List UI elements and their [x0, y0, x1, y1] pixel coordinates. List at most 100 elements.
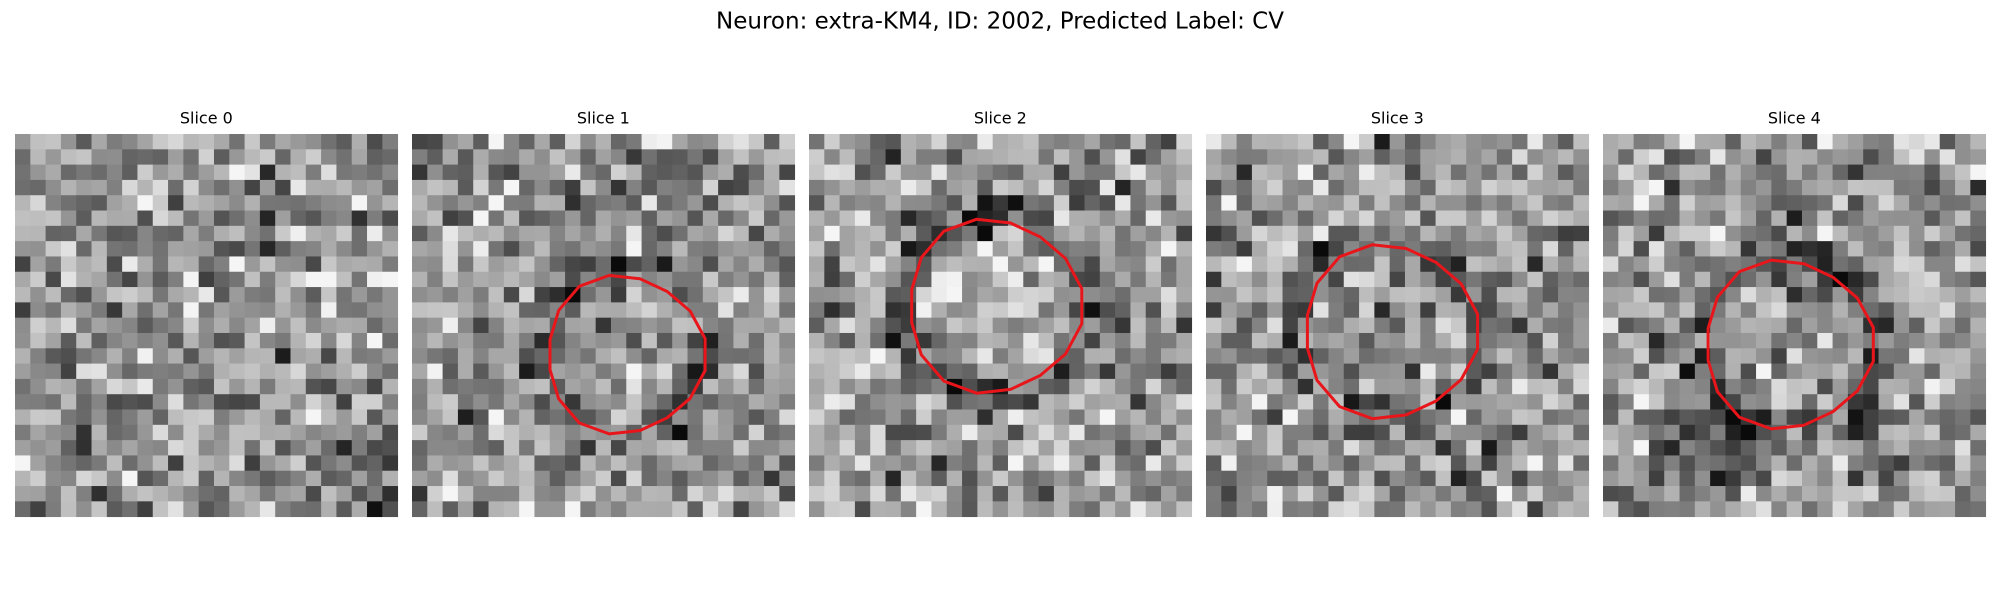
pixel — [198, 256, 215, 273]
pixel — [503, 378, 520, 395]
pixel — [1527, 302, 1544, 319]
pixel — [1053, 179, 1070, 196]
pixel — [870, 179, 886, 196]
pixel — [1450, 256, 1467, 273]
pixel — [305, 424, 322, 441]
pixel — [900, 424, 917, 441]
pixel — [1558, 455, 1574, 472]
pixel — [152, 134, 169, 150]
pixel — [1893, 378, 1910, 395]
pixel — [610, 455, 627, 472]
pixel — [488, 348, 505, 364]
pixel — [687, 134, 704, 150]
pixel — [733, 134, 750, 150]
pixel — [1633, 271, 1650, 288]
pixel — [1970, 225, 1987, 242]
pixel — [1694, 241, 1711, 257]
pixel — [824, 149, 841, 166]
pixel — [1786, 179, 1803, 196]
pixel — [1679, 225, 1696, 242]
pixel — [977, 409, 994, 426]
pixel — [1221, 134, 1238, 150]
pixel — [1603, 179, 1619, 196]
pixel — [1725, 470, 1742, 487]
pixel — [275, 317, 291, 334]
pixel — [1328, 134, 1345, 150]
pixel — [1633, 195, 1650, 211]
pixel — [91, 302, 108, 319]
pixel — [977, 455, 994, 472]
pixel — [1863, 241, 1879, 257]
pixel — [1618, 486, 1635, 502]
pixel — [60, 256, 77, 273]
pixel — [1756, 195, 1772, 211]
pixel — [1786, 470, 1803, 487]
pixel — [1359, 455, 1375, 472]
pixel — [1924, 470, 1941, 487]
pixel — [1878, 302, 1895, 319]
pixel — [60, 486, 77, 502]
pixel — [549, 348, 566, 364]
pixel — [1970, 440, 1987, 456]
pixel — [1603, 440, 1619, 456]
pixel — [824, 378, 841, 395]
pixel — [137, 302, 154, 319]
pixel — [900, 409, 917, 426]
pixel — [1038, 302, 1055, 319]
pixel — [15, 134, 31, 150]
pixel — [488, 440, 505, 456]
pixel — [321, 149, 337, 166]
pixel — [244, 195, 261, 211]
pixel — [1007, 149, 1024, 166]
pixel — [1267, 363, 1283, 380]
pixel — [1679, 378, 1696, 395]
pixel — [1404, 486, 1421, 502]
pixel — [1618, 332, 1635, 349]
pixel — [1801, 271, 1818, 288]
pixel — [702, 241, 719, 257]
pixel — [565, 164, 581, 181]
pixel — [367, 455, 383, 472]
pixel — [931, 440, 948, 456]
pixel — [1786, 241, 1803, 257]
pixel — [1694, 394, 1711, 410]
pixel — [351, 424, 368, 441]
pixel — [1343, 470, 1360, 487]
pixel — [1130, 302, 1147, 319]
pixel — [137, 210, 154, 227]
pixel — [15, 241, 31, 257]
pixel — [1618, 256, 1635, 273]
pixel — [336, 394, 353, 410]
pixel — [290, 241, 307, 257]
pixel — [1710, 134, 1726, 150]
pixel — [1878, 134, 1895, 150]
pixel — [1558, 241, 1574, 257]
pixel — [45, 271, 62, 288]
pixel — [1420, 317, 1436, 334]
pixel — [1023, 470, 1039, 487]
pixel — [1618, 195, 1635, 211]
pixel — [321, 256, 337, 273]
pixel — [1084, 134, 1101, 150]
pixel — [305, 195, 322, 211]
pixel — [1328, 486, 1345, 502]
pixel — [1420, 501, 1436, 518]
pixel — [382, 149, 399, 166]
pixel — [1023, 348, 1039, 364]
pixel — [900, 302, 917, 319]
pixel — [290, 271, 307, 288]
pixel — [122, 317, 138, 334]
pixel — [1420, 195, 1436, 211]
pixel — [1771, 378, 1788, 395]
pixel — [76, 164, 92, 181]
pixel — [351, 225, 368, 242]
pixel — [1466, 501, 1482, 518]
pixel — [1893, 501, 1910, 518]
pixel — [1007, 164, 1024, 181]
pixel — [229, 332, 245, 349]
pixel — [962, 241, 978, 257]
pixel — [1435, 241, 1452, 257]
pixel — [839, 440, 856, 456]
pixel — [1679, 241, 1696, 257]
pixel — [1603, 271, 1619, 288]
